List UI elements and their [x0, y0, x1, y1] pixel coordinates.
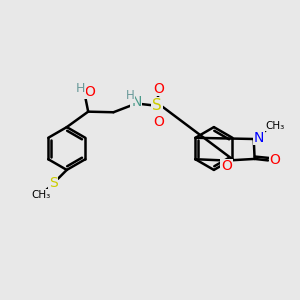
- Text: O: O: [153, 115, 164, 129]
- Text: N: N: [131, 95, 142, 109]
- Text: O: O: [153, 82, 164, 96]
- Text: CH₃: CH₃: [265, 121, 284, 130]
- Text: H: H: [126, 89, 135, 102]
- Text: N: N: [254, 130, 264, 145]
- Text: S: S: [152, 98, 162, 113]
- Text: O: O: [84, 85, 95, 99]
- Text: S: S: [49, 176, 58, 190]
- Text: H: H: [76, 82, 86, 95]
- Text: O: O: [221, 160, 232, 173]
- Text: O: O: [269, 153, 280, 167]
- Text: CH₃: CH₃: [31, 190, 50, 200]
